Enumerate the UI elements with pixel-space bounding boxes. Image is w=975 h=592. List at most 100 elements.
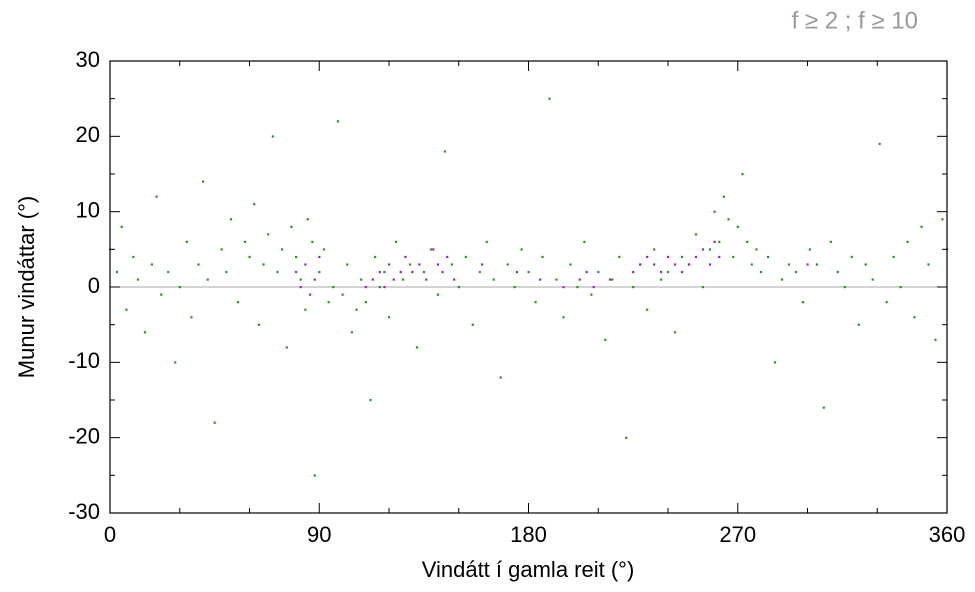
point	[927, 263, 930, 266]
point	[443, 150, 446, 153]
point	[125, 308, 128, 311]
point	[694, 255, 698, 259]
point	[318, 255, 321, 259]
point	[608, 278, 612, 281]
x-tick-label: 0	[104, 522, 116, 547]
point	[346, 263, 349, 266]
point	[341, 293, 344, 296]
point	[520, 248, 523, 251]
point	[471, 323, 474, 326]
point	[708, 248, 712, 251]
point	[374, 255, 377, 259]
point	[485, 240, 488, 243]
point	[408, 263, 412, 266]
point	[732, 255, 735, 259]
point	[399, 270, 402, 274]
point	[562, 316, 565, 319]
point	[220, 248, 223, 251]
point	[913, 316, 916, 319]
point	[541, 255, 544, 259]
point	[360, 278, 363, 281]
point	[515, 270, 519, 274]
point	[787, 263, 791, 266]
point	[701, 286, 705, 289]
point	[632, 270, 635, 274]
point	[174, 361, 177, 364]
point	[425, 278, 428, 281]
point	[741, 173, 744, 176]
point	[478, 270, 481, 274]
point	[236, 301, 240, 304]
point	[120, 225, 123, 228]
point	[313, 474, 316, 477]
point	[355, 308, 358, 311]
point	[597, 270, 600, 274]
point	[578, 278, 581, 281]
point	[583, 240, 586, 243]
point	[436, 263, 440, 266]
point	[780, 278, 784, 281]
point	[746, 240, 749, 243]
point	[718, 240, 721, 243]
point	[920, 225, 923, 228]
point	[590, 293, 593, 296]
point	[276, 270, 279, 274]
point	[836, 270, 839, 274]
point	[653, 263, 656, 266]
point	[673, 331, 677, 334]
point	[262, 263, 265, 266]
x-axis-label: Vindátt í gamla reit (°)	[422, 557, 635, 582]
point	[304, 263, 307, 266]
point	[808, 248, 812, 251]
y-axis-label: Munur vindáttar (°)	[14, 196, 39, 378]
point	[290, 225, 293, 228]
point	[755, 248, 758, 251]
point	[388, 263, 391, 266]
point	[383, 270, 386, 274]
point	[369, 399, 372, 402]
point	[618, 255, 621, 259]
point	[585, 270, 588, 274]
point	[843, 286, 846, 289]
point	[534, 301, 537, 304]
point	[708, 263, 712, 266]
point	[722, 195, 725, 198]
point	[604, 338, 607, 341]
point	[401, 278, 405, 281]
point	[562, 286, 565, 289]
point	[632, 286, 635, 289]
point	[506, 263, 509, 266]
point	[190, 316, 193, 319]
point	[364, 301, 367, 304]
point	[801, 301, 805, 304]
point	[248, 255, 251, 259]
point	[132, 255, 135, 259]
point	[727, 218, 730, 221]
point	[815, 263, 818, 266]
point	[213, 421, 216, 424]
point	[322, 248, 326, 251]
point	[392, 278, 395, 281]
point	[878, 142, 881, 146]
point	[660, 278, 663, 281]
y-tick-label: -30	[68, 499, 100, 524]
point	[394, 240, 398, 243]
point	[680, 270, 684, 274]
point	[850, 255, 853, 259]
point	[415, 346, 419, 349]
point	[713, 210, 716, 213]
point	[736, 225, 739, 228]
point	[667, 255, 670, 259]
y-tick-label: 10	[76, 197, 100, 222]
point	[332, 286, 335, 289]
x-tick-label: 90	[307, 522, 331, 547]
point	[713, 240, 716, 243]
point	[906, 240, 909, 243]
point	[285, 346, 288, 349]
point	[185, 240, 188, 243]
point	[667, 270, 670, 274]
x-tick-label: 270	[719, 522, 756, 547]
point	[539, 278, 542, 281]
point	[450, 263, 453, 266]
